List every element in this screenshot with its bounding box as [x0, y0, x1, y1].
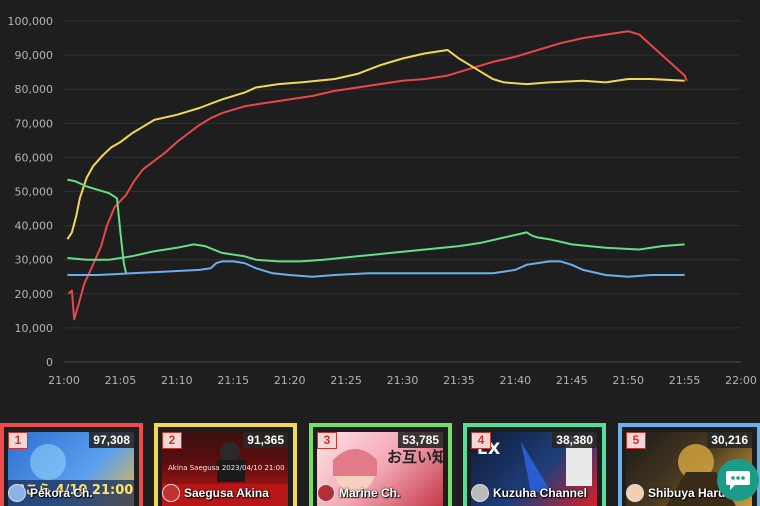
y-tick-label: 10,000: [15, 322, 54, 335]
rank-card-1[interactable]: ぺこら 4/10 21:00~ 1 97,308 Pekora Ch.: [0, 423, 143, 506]
channel-info: Pekora Ch.: [8, 484, 93, 502]
y-tick-label: 20,000: [15, 288, 54, 301]
thumbnail: お互い知ろう: [317, 432, 443, 506]
x-tick-label: 21:50: [612, 374, 644, 387]
x-tick-label: 21:00: [48, 374, 80, 387]
rank-card-2[interactable]: Akina Saegusa 2023/04/10 21:00 2 91,365 …: [154, 423, 297, 506]
x-axis-ticks: 21:00 21:05 21:10 21:15 21:20 21:25 21:30 21:35…: [48, 374, 757, 387]
y-tick-label: 60,000: [15, 151, 54, 164]
chart-grid: [64, 20, 741, 363]
thumbnail-caption: Akina Saegusa 2023/04/10 21:00: [168, 464, 285, 472]
avatar: [8, 484, 26, 502]
x-tick-label: 21:10: [161, 374, 193, 387]
chat-button[interactable]: [717, 459, 759, 501]
series-line-3: [67, 178, 128, 274]
avatar: [317, 484, 335, 502]
x-tick-label: 21:45: [556, 374, 588, 387]
series-line-4: [67, 231, 685, 263]
y-tick-label: 100,000: [8, 15, 54, 28]
chat-bubble-icon: [726, 471, 750, 490]
y-axis-ticks: 100,000 90,000 80,000 70,000 60,000 50,000 40,…: [8, 15, 54, 369]
channel-info: Kuzuha Channel: [471, 484, 587, 502]
avatar: [626, 484, 644, 502]
x-tick-label: 21:25: [330, 374, 362, 387]
series-line-1: [67, 30, 688, 321]
x-tick-label: 21:15: [217, 374, 249, 387]
rank-badge: 3: [317, 432, 337, 449]
rank-card-4[interactable]: EX 4 38,380 Kuzuha Channel: [463, 423, 606, 506]
rank-badge: 1: [8, 432, 28, 449]
x-tick-label: 21:55: [669, 374, 701, 387]
viewer-count: 91,365: [243, 432, 288, 448]
avatar: [471, 484, 489, 502]
viewer-count: 53,785: [398, 432, 443, 448]
x-tick-label: 21:05: [105, 374, 137, 387]
viewer-count-chart: 100,000 90,000 80,000 70,000 60,000 50,000 40,…: [8, 15, 757, 387]
ranking-cards: ぺこら 4/10 21:00~ 1 97,308 Pekora Ch. Akin…: [0, 423, 760, 506]
y-tick-label: 90,000: [15, 49, 54, 62]
thumbnail-art: Akina Saegusa 2023/04/10 21:00: [162, 442, 288, 506]
y-tick-label: 0: [46, 356, 53, 369]
x-tick-label: 21:35: [443, 374, 475, 387]
series-line-5: [67, 260, 685, 278]
channel-name: Saegusa Akina: [184, 486, 269, 500]
thumbnail-art: ぺこら 4/10 21:00~: [8, 444, 134, 506]
series-line-2: [66, 49, 685, 240]
x-tick-label: 22:00: [725, 374, 757, 387]
x-tick-label: 21:30: [387, 374, 419, 387]
channel-name: Pekora Ch.: [30, 486, 93, 500]
y-tick-label: 40,000: [15, 220, 54, 233]
thumbnail: ぺこら 4/10 21:00~: [8, 432, 134, 506]
viewer-count: 30,216: [707, 432, 752, 448]
y-tick-label: 30,000: [15, 254, 54, 267]
viewer-count: 38,380: [552, 432, 597, 448]
x-tick-label: 21:20: [274, 374, 306, 387]
rank-badge: 2: [162, 432, 182, 449]
channel-name: Marine Ch.: [339, 486, 401, 500]
y-tick-label: 50,000: [15, 186, 54, 199]
channel-info: Marine Ch.: [317, 484, 400, 502]
y-tick-label: 80,000: [15, 83, 54, 96]
avatar: [162, 484, 180, 502]
channel-info: Saegusa Akina: [162, 484, 269, 502]
rank-card-3[interactable]: お互い知ろう 3 53,785 Marine Ch.: [309, 423, 452, 506]
y-tick-label: 70,000: [15, 117, 54, 130]
viewer-count: 97,308: [89, 432, 134, 448]
channel-name: Shibuya Haru: [648, 486, 726, 500]
channel-name: Kuzuha Channel: [493, 486, 588, 500]
thumbnail-art: お互い知ろう: [333, 448, 443, 492]
x-tick-label: 21:40: [499, 374, 531, 387]
thumbnail: EX: [471, 432, 597, 506]
channel-info: Shibuya Haru: [626, 484, 725, 502]
rank-badge: 4: [471, 432, 491, 449]
chart-series: [66, 30, 688, 321]
rank-badge: 5: [626, 432, 646, 449]
thumbnail-caption: お互い知ろう: [387, 448, 443, 466]
thumbnail-caption: ぺこら 4/10 21:00~: [12, 483, 134, 498]
